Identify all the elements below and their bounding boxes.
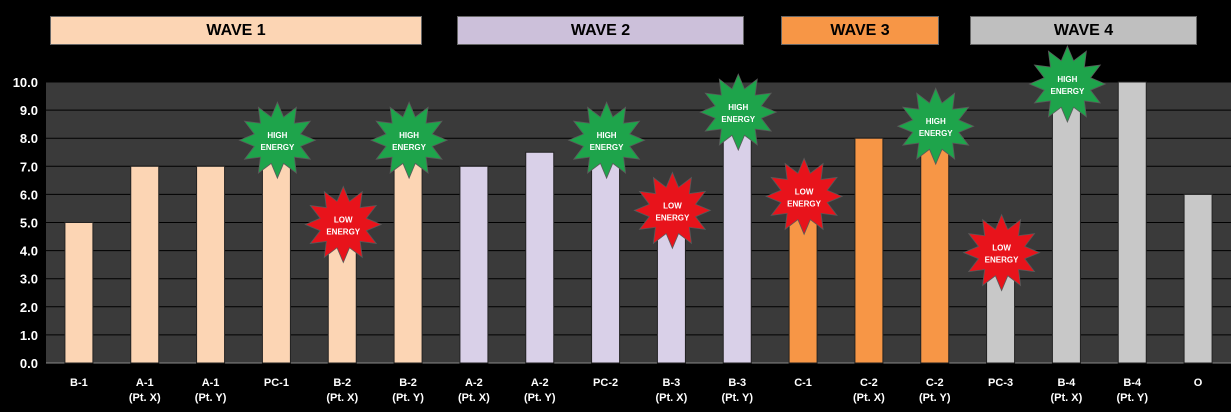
x-tick-label: (Pt. Y) [392,392,424,404]
x-tick-label: A-2 [465,377,483,389]
bar [525,151,555,364]
energy-label: ENERGY [721,115,755,124]
x-tick-label: (Pt. X) [853,392,885,404]
energy-starburst [765,157,844,236]
energy-label: ENERGY [919,129,953,138]
x-tick-label: B-4 [1123,377,1142,389]
energy-label: ENERGY [590,143,624,152]
x-tick-label: B-2 [333,377,351,389]
y-tick-label: 10.0 [13,75,38,90]
x-tick-label: O [1194,377,1203,389]
energy-starburst [238,101,317,180]
bar [196,165,226,364]
x-tick-label: (Pt. X) [656,392,688,404]
energy-label: ENERGY [985,256,1019,265]
energy-label: HIGH [728,103,748,112]
bar [920,123,950,364]
energy-label: HIGH [267,131,287,140]
energy-starburst [370,101,449,180]
energy-starburst [304,185,383,264]
energy-label: LOW [795,187,814,196]
energy-starburst [567,101,646,180]
x-tick-label: PC-1 [264,377,289,389]
energy-label: LOW [992,244,1011,253]
x-tick-label: A-1 [136,377,154,389]
bar [1183,193,1213,364]
x-tick-label: (Pt. X) [458,392,490,404]
bar [722,109,752,364]
x-tick-label: A-2 [531,377,549,389]
energy-starburst [1028,44,1107,124]
y-tick-label: 4.0 [20,244,38,259]
x-tick-label: C-2 [926,377,944,389]
y-tick-label: 2.0 [20,300,38,315]
x-tick-label: C-1 [794,377,812,389]
x-tick-label: (Pt. Y) [195,392,227,404]
x-tick-label: (Pt. Y) [919,392,951,404]
energy-label: ENERGY [787,199,821,208]
energy-label: ENERGY [1051,87,1085,96]
bar [591,137,621,364]
energy-starburst [699,73,778,152]
energy-label: HIGH [597,131,617,140]
y-tick-label: 7.0 [20,159,38,174]
bar [854,137,884,364]
bar [459,165,489,364]
x-tick-label: (Pt. X) [326,392,358,404]
x-tick-label: C-2 [860,377,878,389]
x-tick-label: A-1 [202,377,220,389]
x-tick-label: PC-2 [593,377,618,389]
energy-starburst [633,171,712,250]
x-tick-label: (Pt. Y) [721,392,753,404]
y-tick-label: 8.0 [20,131,38,146]
x-tick-label: (Pt. X) [1051,392,1083,404]
energy-label: ENERGY [326,228,360,237]
x-tick-label: B-4 [1058,377,1077,389]
x-tick-label: B-1 [70,377,88,389]
energy-label: LOW [663,201,682,210]
energy-label: LOW [334,216,353,225]
energy-label: HIGH [399,131,419,140]
x-tick-label: (Pt. Y) [1116,392,1148,404]
y-tick-label: 6.0 [20,187,38,202]
bar [1117,81,1147,364]
y-tick-label: 3.0 [20,272,38,287]
energy-label: ENERGY [261,143,295,152]
wave-1-banner: WAVE 1 [50,16,422,45]
y-tick-label: 5.0 [20,216,38,231]
bar [64,222,94,364]
x-tick-label: B-2 [399,377,417,389]
x-tick-label: B-3 [663,377,681,389]
x-tick-label: (Pt. Y) [524,392,556,404]
bar [130,165,160,364]
energy-label: ENERGY [392,143,426,152]
x-tick-label: B-3 [728,377,746,389]
energy-starburst [896,87,975,166]
x-tick-label: (Pt. X) [129,392,161,404]
y-tick-label: 1.0 [20,328,38,343]
wave-3-banner: WAVE 3 [781,16,939,45]
energy-label: HIGH [926,117,946,126]
energy-label: ENERGY [656,213,690,222]
y-tick-label: 0.0 [20,356,38,371]
wave-2-banner: WAVE 2 [457,16,744,45]
x-tick-label: PC-3 [988,377,1013,389]
bar [1051,81,1081,364]
energy-label: HIGH [1057,75,1077,84]
energy-starburst [962,213,1041,292]
y-tick-label: 9.0 [20,103,38,118]
wave-4-banner: WAVE 4 [970,16,1197,45]
